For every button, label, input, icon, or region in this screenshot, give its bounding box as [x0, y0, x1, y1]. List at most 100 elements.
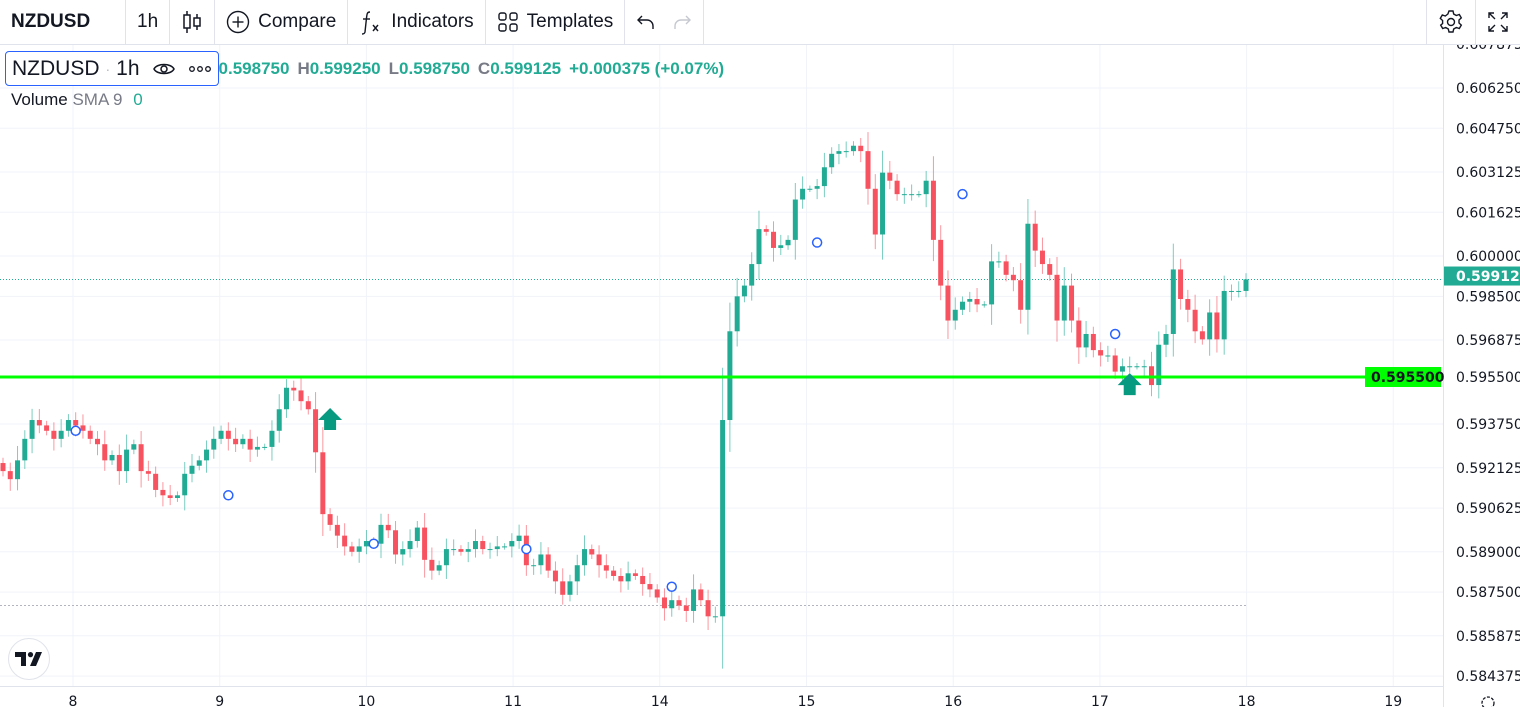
volume-indicator-legend[interactable]: Volume SMA 9 0: [11, 90, 143, 110]
event-marker-icon[interactable]: [70, 425, 81, 437]
candle-body: [124, 449, 130, 472]
redo-icon[interactable]: [672, 13, 692, 31]
more-options-icon[interactable]: [188, 65, 212, 73]
current-price-label-bg: [1444, 266, 1520, 286]
candle-body: [734, 296, 740, 332]
candle-body: [603, 565, 609, 571]
candle-body: [1069, 285, 1075, 321]
time-tick-label: 18: [1238, 694, 1256, 707]
candle-body: [189, 465, 195, 474]
undo-icon[interactable]: [636, 13, 656, 31]
price-tick-label: 0.598500: [1456, 289, 1520, 305]
candle-body: [174, 495, 180, 499]
candle-body: [800, 188, 806, 200]
candle-body: [458, 549, 464, 552]
time-tick-label: 19: [1384, 694, 1402, 707]
event-marker-icon[interactable]: [957, 188, 968, 200]
change-value: +0.000375 (+0.07%): [569, 58, 725, 78]
compare-label: Compare: [258, 11, 337, 32]
eye-icon[interactable]: [152, 60, 176, 78]
indicators-button[interactable]: Indicators: [348, 0, 486, 45]
candles-icon: [183, 11, 201, 33]
fullscreen-button[interactable]: [1476, 0, 1520, 45]
buy-arrow-icon[interactable]: [1117, 373, 1142, 396]
indicators-label: Indicators: [391, 11, 474, 32]
candle-body: [393, 530, 399, 555]
axis-settings-gear-icon[interactable]: [1481, 696, 1495, 707]
candle-body: [661, 597, 667, 609]
legend-symbol: NZDUSD: [12, 56, 100, 80]
price-tick-label: 0.590625: [1456, 501, 1520, 517]
candle-body: [574, 565, 580, 582]
candle-body: [698, 589, 704, 601]
ohlc-values: 0.598750 H0.599250 L0.598750 C0.599125 +…: [219, 59, 725, 79]
legend-symbol-box[interactable]: NZDUSD · 1h: [5, 51, 219, 86]
current-price-label: 0.599125: [1456, 269, 1520, 285]
candle-body: [160, 489, 166, 496]
candle-body: [749, 264, 755, 286]
plus-circle-icon: [226, 10, 250, 34]
candle-body: [1010, 274, 1016, 281]
candle-body: [836, 151, 842, 154]
candle-body: [560, 581, 566, 595]
event-marker-icon[interactable]: [223, 490, 234, 501]
candle-body: [44, 425, 50, 431]
candle-body: [138, 444, 144, 472]
candle-body: [763, 229, 769, 232]
event-marker-icon[interactable]: [1109, 328, 1121, 340]
event-marker-icon[interactable]: [521, 543, 532, 555]
candle-body: [116, 454, 122, 472]
candle-body: [509, 541, 515, 547]
event-marker-icon[interactable]: [368, 538, 379, 549]
candle-body: [945, 285, 951, 321]
candle-body: [7, 471, 13, 480]
candle-body: [94, 438, 100, 445]
price-tick-label: 0.600000: [1456, 249, 1520, 265]
candle-body: [87, 430, 93, 439]
event-marker-icon[interactable]: [666, 581, 677, 592]
candle-body: [632, 573, 638, 576]
candle-body: [712, 616, 718, 618]
settings-button[interactable]: [1426, 0, 1476, 45]
tradingview-logo[interactable]: [8, 638, 50, 680]
candle-body: [582, 549, 588, 566]
interval-button[interactable]: 1h: [126, 0, 171, 45]
candle-body: [974, 299, 980, 305]
event-marker-icon[interactable]: [811, 237, 823, 248]
candle-body: [778, 245, 784, 248]
candle-body: [611, 570, 617, 576]
symbol-search-button[interactable]: NZDUSD: [0, 0, 126, 45]
compare-button[interactable]: Compare: [215, 0, 349, 45]
candle-body: [756, 229, 762, 265]
templates-button[interactable]: Templates: [486, 0, 626, 45]
candle-body: [916, 194, 922, 196]
candle-body: [196, 460, 202, 466]
chart-type-button[interactable]: [170, 0, 216, 45]
fullscreen-icon: [1488, 12, 1508, 32]
candle-body: [349, 546, 355, 552]
candle-body: [480, 541, 486, 550]
candle-body: [269, 430, 275, 447]
candle-body: [262, 446, 268, 448]
candle-body: [385, 524, 391, 531]
low-key: L: [388, 58, 400, 78]
candle-body: [880, 172, 886, 235]
support-price-label: 0.595500: [1371, 370, 1445, 386]
time-axis[interactable]: [0, 686, 1443, 707]
volume-name: Volume: [11, 90, 68, 109]
candle-body: [240, 438, 246, 445]
price-axis[interactable]: [1443, 45, 1520, 707]
time-tick-label: 10: [357, 694, 375, 707]
templates-grid-icon: [497, 12, 518, 32]
candle-body: [589, 549, 595, 555]
buy-arrow-icon[interactable]: [318, 408, 343, 431]
low-value: 0.598750: [399, 58, 470, 78]
candle-body: [153, 473, 159, 490]
candle-body: [1185, 299, 1191, 310]
candle-body: [1061, 285, 1067, 321]
candle-body: [182, 473, 188, 496]
close-value: 0.599125: [490, 58, 562, 78]
candle-body: [1178, 269, 1184, 300]
undo-redo-group: [625, 0, 705, 45]
